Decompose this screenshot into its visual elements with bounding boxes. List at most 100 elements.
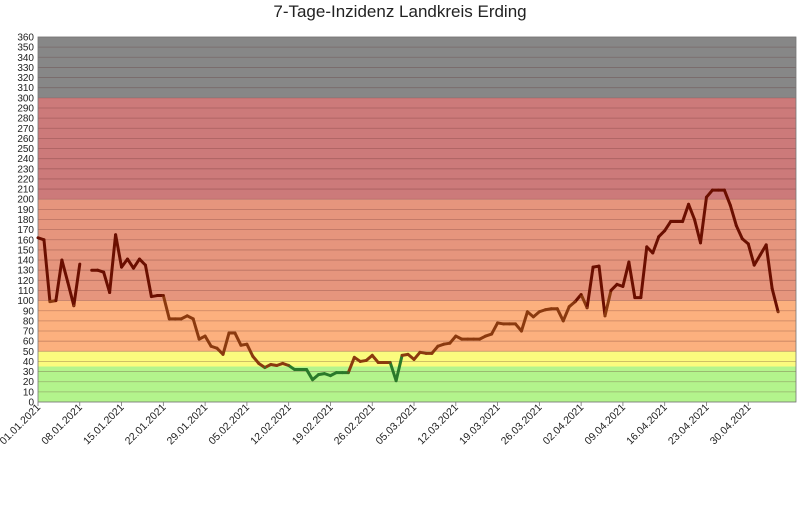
- data-point: [365, 359, 368, 362]
- y-tick-label: 350: [17, 43, 34, 54]
- data-point: [758, 253, 762, 257]
- data-point: [233, 331, 237, 335]
- data-point: [66, 281, 70, 284]
- line-segment: [370, 353, 380, 364]
- data-point: [335, 371, 338, 374]
- data-point: [132, 266, 135, 270]
- line-segment: [585, 265, 595, 310]
- line-segment: [131, 257, 141, 270]
- line-segment: [770, 286, 780, 314]
- x-tick-label: 05.03.2021: [373, 402, 419, 448]
- y-tick-label: 260: [17, 134, 34, 145]
- y-tick-label: 340: [17, 53, 34, 64]
- data-point: [203, 334, 207, 338]
- data-point: [42, 238, 46, 241]
- data-point: [36, 236, 40, 239]
- plot-frame: [37, 36, 797, 403]
- data-point: [126, 257, 129, 261]
- x-axis-ticks: 01.01.202108.01.202115.01.202122.01.2021…: [0, 402, 753, 448]
- data-point: [657, 235, 660, 238]
- line-segment: [54, 258, 64, 303]
- line-segment: [42, 238, 52, 304]
- line-segment: [251, 354, 261, 365]
- data-point: [191, 317, 195, 321]
- data-point: [114, 233, 117, 236]
- data-point: [424, 352, 428, 355]
- data-point: [168, 317, 171, 321]
- data-point: [741, 237, 744, 240]
- data-point: [239, 344, 243, 347]
- y-tick-label: 290: [17, 103, 34, 114]
- data-point: [412, 358, 416, 361]
- data-point: [460, 337, 463, 341]
- x-tick-label: 05.02.2021: [206, 402, 252, 448]
- data-point: [359, 360, 362, 363]
- line-segment: [704, 188, 714, 199]
- data-point: [394, 379, 398, 382]
- line-segment: [603, 288, 613, 318]
- data-point: [597, 264, 601, 268]
- data-point: [663, 229, 666, 232]
- line-segment: [651, 235, 661, 255]
- data-point: [502, 322, 505, 326]
- y-tick-label: 70: [23, 327, 35, 338]
- y-tick-label: 130: [17, 266, 34, 277]
- data-point: [585, 306, 589, 309]
- data-point: [60, 258, 64, 262]
- line-segment: [627, 260, 637, 300]
- data-point: [269, 363, 272, 366]
- data-point: [681, 220, 684, 223]
- data-point: [556, 307, 559, 310]
- y-tick-label: 320: [17, 73, 34, 84]
- data-point: [227, 331, 231, 335]
- line-segment: [126, 257, 135, 270]
- data-point: [406, 353, 410, 356]
- data-point: [478, 337, 481, 341]
- y-tick-label: 150: [17, 245, 34, 256]
- data-point: [621, 285, 625, 288]
- data-point: [48, 300, 52, 303]
- line-segment: [60, 258, 70, 284]
- data-point: [293, 368, 296, 371]
- line-segment: [555, 307, 565, 323]
- line-segment: [203, 334, 213, 348]
- data-point: [78, 262, 81, 266]
- data-point: [532, 315, 535, 319]
- y-tick-label: 20: [23, 377, 35, 388]
- data-point: [627, 260, 631, 264]
- data-point: [579, 293, 583, 296]
- data-point: [72, 304, 76, 307]
- data-point: [221, 353, 225, 356]
- data-point: [645, 245, 648, 249]
- threshold-bands: [38, 37, 796, 402]
- data-point: [705, 195, 708, 199]
- y-tick-label: 180: [17, 215, 34, 226]
- data-point: [400, 354, 404, 357]
- line-segment: [699, 195, 708, 245]
- data-point: [96, 268, 99, 272]
- data-point: [496, 321, 499, 325]
- y-tick-label: 90: [23, 306, 35, 317]
- data-point: [454, 334, 457, 338]
- data-point: [311, 378, 314, 381]
- data-point: [717, 188, 720, 192]
- data-point: [651, 251, 654, 255]
- data-point: [699, 241, 702, 245]
- line-segment: [191, 317, 201, 341]
- data-point: [723, 188, 726, 192]
- data-point: [138, 257, 141, 261]
- data-point: [776, 310, 780, 313]
- y-tick-label: 60: [23, 337, 35, 348]
- line-segment: [746, 242, 756, 267]
- data-point: [418, 351, 422, 354]
- y-tick-label: 190: [17, 205, 34, 216]
- y-tick-label: 310: [17, 83, 34, 94]
- line-segment: [108, 233, 118, 294]
- data-point: [526, 310, 529, 313]
- data-point: [573, 300, 577, 303]
- data-point: [538, 310, 541, 313]
- line-segment: [305, 368, 315, 382]
- y-tick-label: 50: [23, 347, 35, 358]
- data-point: [490, 332, 493, 336]
